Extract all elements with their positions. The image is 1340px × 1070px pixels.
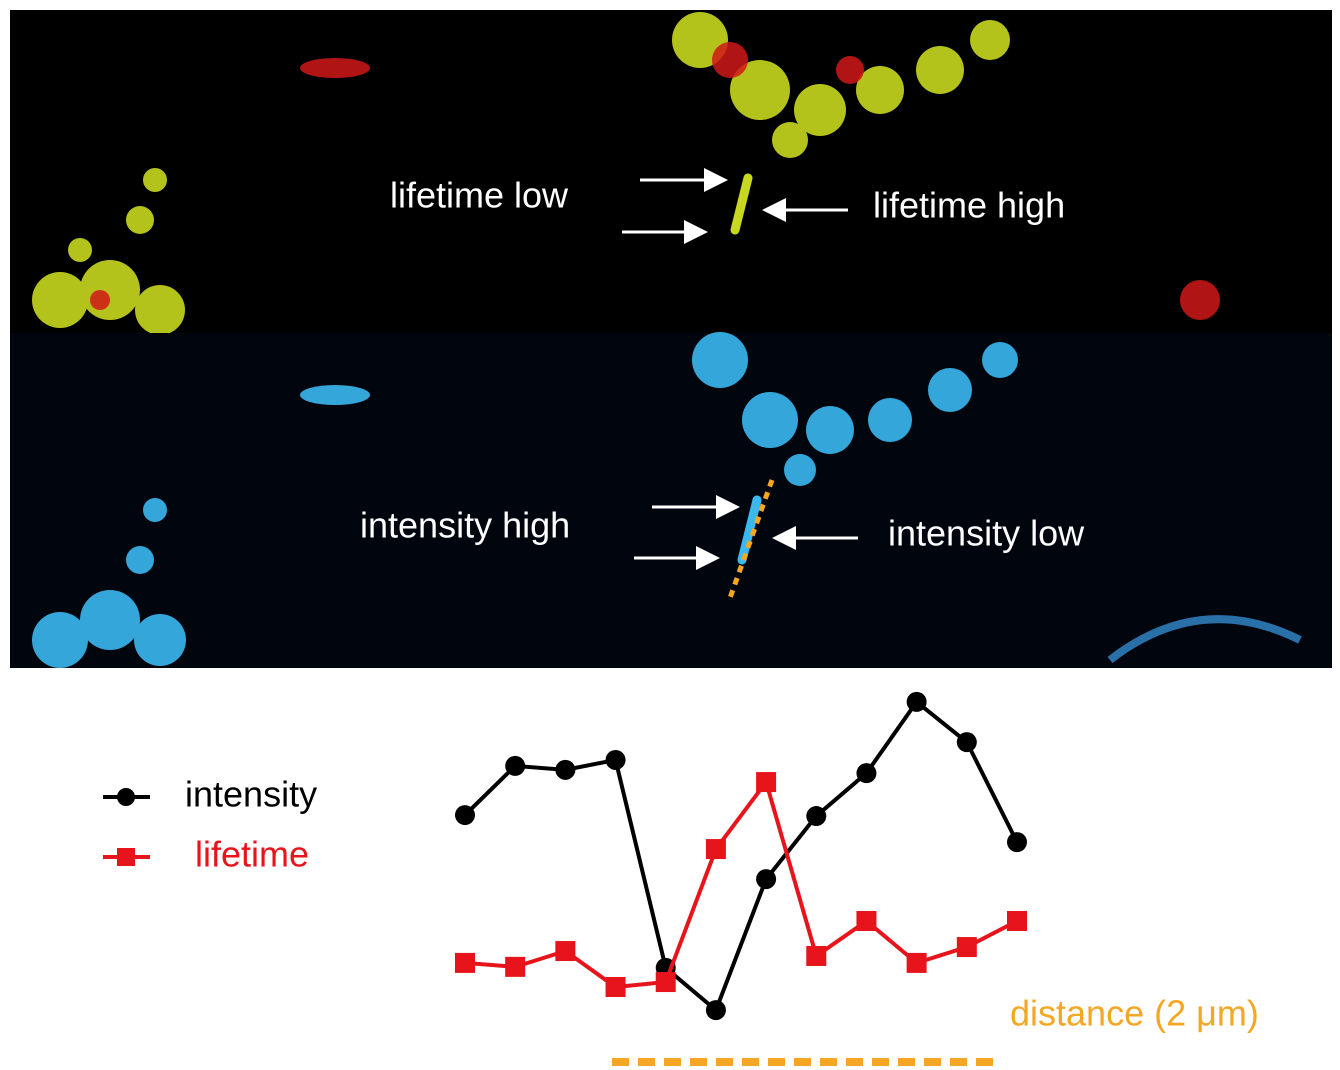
point [605, 977, 626, 997]
point [705, 839, 726, 860]
annotation: lifetime high [873, 185, 1065, 226]
point [806, 945, 827, 966]
point [605, 749, 626, 770]
point [1007, 911, 1027, 931]
point [505, 755, 526, 776]
series-line [463, 698, 1019, 1014]
point [856, 911, 877, 931]
point [956, 937, 977, 958]
point [856, 763, 877, 784]
annotation: lifetime low [390, 175, 569, 216]
point [906, 691, 927, 712]
legend-label: intensity [185, 774, 317, 815]
annotation: intensity low [888, 513, 1085, 554]
point [455, 805, 475, 826]
legend-marker [117, 848, 135, 866]
point [1007, 832, 1027, 853]
point [705, 1000, 726, 1021]
legend-label: lifetime [195, 834, 309, 875]
intensity-image [10, 332, 1332, 668]
point [455, 952, 475, 973]
point [906, 952, 927, 973]
point [756, 772, 777, 793]
lifetime-image [10, 10, 1332, 335]
series-line [464, 777, 1018, 990]
point [505, 956, 526, 977]
annotation: intensity high [360, 505, 570, 546]
point [756, 869, 777, 890]
point [956, 732, 977, 753]
point [555, 759, 576, 780]
legend-marker [117, 788, 135, 806]
point [806, 806, 827, 827]
point [555, 941, 576, 962]
annotation: distance (2 μm) [1010, 993, 1259, 1034]
point [655, 972, 676, 993]
